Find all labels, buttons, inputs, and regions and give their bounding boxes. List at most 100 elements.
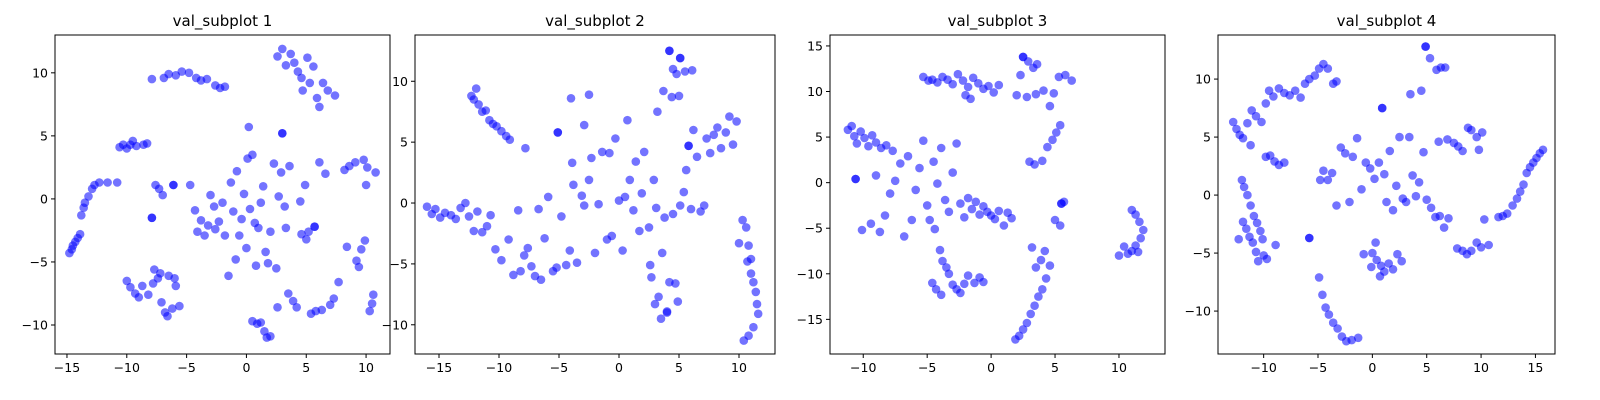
- data-point: [122, 276, 132, 286]
- data-point: [1026, 309, 1035, 319]
- x-tick-label: 5: [302, 360, 310, 375]
- data-point: [674, 91, 684, 101]
- data-point: [644, 223, 654, 232]
- data-point: [890, 176, 900, 186]
- data-point: [300, 180, 310, 190]
- data-point: [1269, 92, 1278, 101]
- data-point: [1519, 180, 1528, 189]
- data-point: [1512, 194, 1522, 203]
- data-point: [371, 168, 380, 177]
- data-point: [1280, 158, 1289, 167]
- data-point: [497, 255, 506, 265]
- data-point: [1345, 197, 1354, 207]
- data-point: [1474, 145, 1484, 155]
- data-point: [716, 143, 726, 153]
- data-point: [190, 206, 200, 215]
- data-point: [1133, 247, 1143, 257]
- data-point: [1114, 251, 1124, 260]
- data-point: [1251, 111, 1261, 121]
- data-point: [566, 94, 576, 103]
- data-point: [584, 175, 594, 185]
- data-point: [1333, 324, 1342, 333]
- x-tick-label: 0: [242, 360, 250, 375]
- data-point: [1261, 99, 1271, 108]
- data-point: [235, 231, 244, 240]
- data-point: [158, 190, 167, 200]
- data-point: [871, 138, 881, 147]
- data-point: [281, 61, 291, 70]
- data-point: [1038, 156, 1047, 166]
- y-tick-label: −5: [805, 221, 823, 236]
- data-point: [1434, 137, 1443, 146]
- data-point: [1038, 285, 1047, 294]
- data-point: [866, 219, 876, 228]
- data-point: [175, 301, 184, 311]
- data-point: [702, 134, 711, 143]
- data-point: [473, 207, 482, 216]
- data-point: [519, 251, 529, 260]
- data-point: [1256, 226, 1265, 236]
- data-point: [680, 67, 690, 76]
- data-point: [214, 217, 224, 226]
- x-tick-label: −15: [54, 360, 80, 375]
- data-point: [966, 94, 975, 104]
- data-point: [1393, 249, 1402, 259]
- data-point: [521, 143, 530, 153]
- data-point: [1050, 215, 1060, 225]
- x-tick-label: 0: [987, 360, 995, 375]
- data-point: [1048, 135, 1057, 145]
- x-tick-label: −5: [550, 360, 568, 375]
- data-point: [163, 311, 172, 321]
- data-point: [1538, 145, 1548, 155]
- y-tick-label: 0: [1203, 188, 1211, 203]
- data-point: [659, 86, 668, 96]
- data-point: [474, 100, 483, 109]
- data-point: [196, 216, 206, 225]
- data-point: [1484, 240, 1493, 250]
- data-point: [860, 133, 869, 143]
- y-tick-label: 5: [40, 128, 48, 143]
- data-point: [1480, 215, 1489, 224]
- data-point: [631, 157, 641, 166]
- data-point: [269, 159, 279, 168]
- data-point: [699, 201, 709, 210]
- data-point: [1467, 246, 1476, 256]
- data-point: [584, 90, 594, 99]
- x-tick-label: 10: [1473, 360, 1489, 375]
- data-point: [1135, 217, 1144, 227]
- data-point: [245, 204, 255, 214]
- data-point: [75, 229, 85, 239]
- data-point: [1315, 175, 1325, 185]
- data-point: [1234, 234, 1243, 244]
- data-point: [1228, 117, 1238, 127]
- data-point: [667, 92, 677, 102]
- data-point: [1405, 132, 1414, 142]
- data-point: [752, 299, 762, 309]
- data-point: [482, 221, 492, 231]
- data-point: [618, 246, 627, 255]
- data-point: [1476, 243, 1486, 252]
- data-point: [1243, 190, 1252, 200]
- data-point: [930, 224, 940, 234]
- data-point: [244, 122, 254, 132]
- data-point: [620, 192, 630, 202]
- data-point: [318, 78, 328, 88]
- axes-frame: [829, 34, 1166, 355]
- data-point: [334, 277, 343, 287]
- data-point: [281, 223, 291, 233]
- data-point: [647, 273, 656, 282]
- data-point: [1049, 89, 1059, 98]
- y-tick-label: 15: [807, 38, 823, 53]
- data-point: [929, 157, 938, 166]
- data-point: [850, 131, 859, 141]
- data-point: [543, 192, 553, 202]
- data-point: [857, 225, 867, 235]
- data-point: [1388, 265, 1398, 274]
- data-point: [1388, 205, 1398, 215]
- data-point: [516, 266, 525, 276]
- data-point: [1502, 209, 1512, 218]
- data-point: [1014, 331, 1024, 341]
- data-point: [597, 147, 607, 157]
- data-point: [505, 135, 515, 144]
- data-point: [990, 214, 1000, 224]
